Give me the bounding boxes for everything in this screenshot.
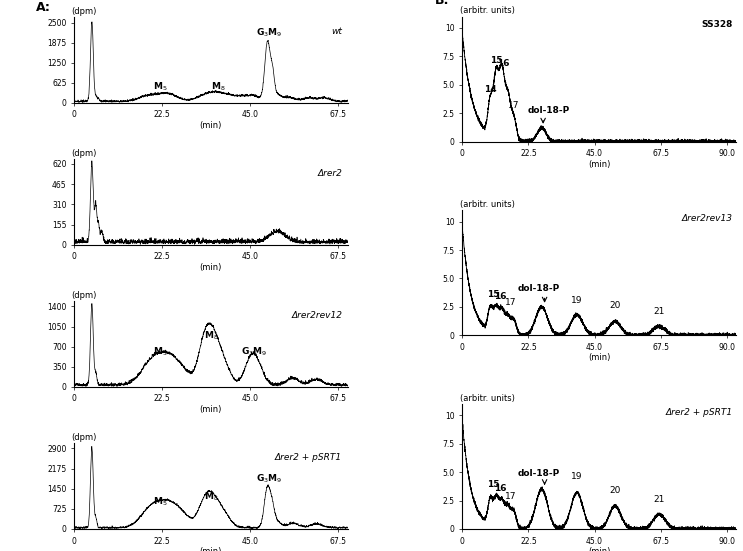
X-axis label: (min): (min) [588,160,610,169]
Text: A:: A: [36,1,51,14]
Text: (dpm): (dpm) [71,433,97,442]
X-axis label: (min): (min) [200,121,222,129]
Text: dol-18-P: dol-18-P [528,106,570,115]
Text: 21: 21 [654,307,665,316]
Text: (dpm): (dpm) [71,149,97,158]
Text: Δrer2rev13: Δrer2rev13 [682,214,733,223]
Text: 20: 20 [609,301,621,310]
X-axis label: (min): (min) [200,547,222,551]
Text: 19: 19 [571,295,583,305]
Text: B:: B: [435,0,450,7]
Text: 16: 16 [496,58,509,68]
Text: 17: 17 [505,491,516,500]
X-axis label: (min): (min) [588,547,610,551]
Text: G$_3$M$_9$: G$_3$M$_9$ [241,345,267,358]
Text: 16: 16 [494,484,507,493]
Text: (dpm): (dpm) [71,7,97,15]
Text: G$_3$M$_9$: G$_3$M$_9$ [256,472,282,484]
Text: Δrer2: Δrer2 [317,169,342,178]
Text: M$_5$: M$_5$ [153,495,167,508]
Text: 17: 17 [508,101,519,110]
X-axis label: (min): (min) [200,263,222,272]
Text: (arbitr. units): (arbitr. units) [460,394,514,403]
X-axis label: (min): (min) [588,353,610,362]
Text: (dpm): (dpm) [71,291,97,300]
Text: dol-18-P: dol-18-P [518,469,559,478]
Text: wt: wt [331,27,342,36]
Text: 15: 15 [490,56,502,66]
Text: 16: 16 [494,292,507,301]
X-axis label: (min): (min) [200,405,222,414]
Text: 20: 20 [609,486,621,495]
Text: M$_5$: M$_5$ [153,345,167,358]
Text: M$_8$: M$_8$ [212,80,226,93]
Text: 15: 15 [487,290,499,299]
Text: Δrer2rev12: Δrer2rev12 [291,311,342,320]
Text: 21: 21 [654,495,665,504]
Text: Δrer2 + pSRT1: Δrer2 + pSRT1 [275,453,342,462]
Text: SS328: SS328 [701,20,733,29]
Text: 14: 14 [484,85,496,94]
Text: G$_3$M$_9$: G$_3$M$_9$ [256,26,282,39]
Text: Δrer2 + pSRT1: Δrer2 + pSRT1 [666,408,733,417]
Text: 19: 19 [571,472,583,481]
Text: M$_8$: M$_8$ [204,329,218,342]
Text: M$_8$: M$_8$ [204,490,218,503]
Text: dol-18-P: dol-18-P [518,284,559,293]
Text: 15: 15 [487,480,499,489]
Text: (arbitr. units): (arbitr. units) [460,200,514,209]
Text: (arbitr. units): (arbitr. units) [460,6,514,15]
Text: 17: 17 [505,298,516,307]
Text: M$_5$: M$_5$ [153,80,167,93]
